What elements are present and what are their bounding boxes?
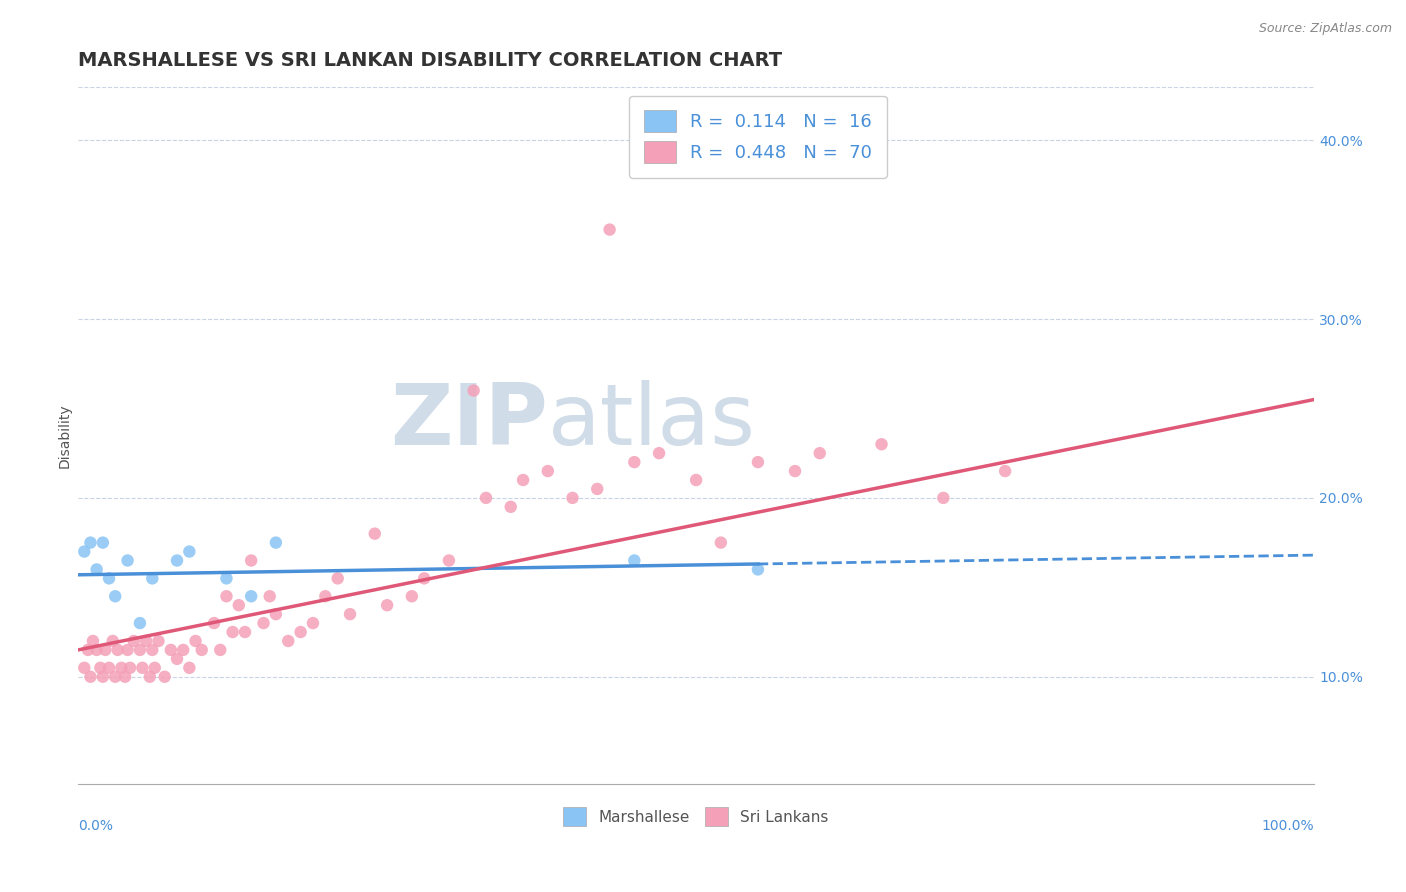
Point bbox=[166, 553, 188, 567]
Text: ZIP: ZIP bbox=[389, 380, 548, 463]
Point bbox=[190, 643, 212, 657]
Point bbox=[101, 634, 124, 648]
Point bbox=[135, 634, 157, 648]
Point bbox=[159, 643, 181, 657]
Point bbox=[302, 616, 325, 631]
Point bbox=[808, 446, 831, 460]
Point bbox=[122, 634, 145, 648]
Point bbox=[110, 661, 132, 675]
Point bbox=[131, 661, 153, 675]
Point bbox=[783, 464, 806, 478]
Point bbox=[710, 535, 733, 549]
Point bbox=[184, 634, 207, 648]
Point bbox=[364, 526, 387, 541]
Y-axis label: Disability: Disability bbox=[58, 403, 72, 467]
Point bbox=[512, 473, 534, 487]
Point bbox=[114, 670, 136, 684]
Point bbox=[73, 661, 96, 675]
Point bbox=[89, 661, 111, 675]
Point bbox=[401, 589, 423, 603]
Point bbox=[166, 652, 188, 666]
Point bbox=[104, 670, 127, 684]
Point bbox=[870, 437, 893, 451]
Point bbox=[143, 661, 166, 675]
Point bbox=[240, 589, 263, 603]
Point bbox=[129, 643, 152, 657]
Point bbox=[264, 535, 287, 549]
Point bbox=[623, 553, 645, 567]
Text: Source: ZipAtlas.com: Source: ZipAtlas.com bbox=[1258, 22, 1392, 36]
Point bbox=[148, 634, 170, 648]
Point bbox=[209, 643, 232, 657]
Point bbox=[117, 553, 139, 567]
Point bbox=[561, 491, 583, 505]
Point bbox=[994, 464, 1017, 478]
Point bbox=[179, 544, 201, 558]
Legend: Marshallese, Sri Lankans: Marshallese, Sri Lankans bbox=[557, 801, 835, 832]
Text: 100.0%: 100.0% bbox=[1261, 819, 1315, 833]
Point bbox=[290, 625, 312, 640]
Point bbox=[202, 616, 225, 631]
Text: MARSHALLESE VS SRI LANKAN DISABILITY CORRELATION CHART: MARSHALLESE VS SRI LANKAN DISABILITY COR… bbox=[79, 51, 782, 70]
Point bbox=[79, 670, 101, 684]
Point bbox=[98, 571, 121, 585]
Point bbox=[252, 616, 274, 631]
Point bbox=[259, 589, 281, 603]
Point bbox=[375, 598, 398, 612]
Point bbox=[264, 607, 287, 622]
Point bbox=[86, 562, 108, 576]
Point bbox=[685, 473, 707, 487]
Point bbox=[747, 562, 769, 576]
Point bbox=[91, 670, 114, 684]
Point bbox=[153, 670, 176, 684]
Point bbox=[475, 491, 498, 505]
Point bbox=[79, 535, 101, 549]
Point bbox=[326, 571, 349, 585]
Point bbox=[117, 643, 139, 657]
Point bbox=[537, 464, 560, 478]
Point bbox=[233, 625, 256, 640]
Point bbox=[586, 482, 609, 496]
Point bbox=[141, 643, 163, 657]
Point bbox=[339, 607, 361, 622]
Point bbox=[94, 643, 117, 657]
Point bbox=[118, 661, 141, 675]
Point bbox=[499, 500, 522, 514]
Point bbox=[413, 571, 436, 585]
Point bbox=[648, 446, 671, 460]
Point bbox=[437, 553, 460, 567]
Point bbox=[172, 643, 194, 657]
Point bbox=[107, 643, 129, 657]
Text: 0.0%: 0.0% bbox=[79, 819, 112, 833]
Point bbox=[73, 544, 96, 558]
Point bbox=[86, 643, 108, 657]
Point bbox=[221, 625, 243, 640]
Point bbox=[240, 553, 263, 567]
Point bbox=[215, 589, 238, 603]
Point bbox=[98, 661, 121, 675]
Point bbox=[215, 571, 238, 585]
Point bbox=[599, 222, 621, 236]
Point bbox=[932, 491, 955, 505]
Point bbox=[463, 384, 485, 398]
Point bbox=[139, 670, 162, 684]
Point bbox=[179, 661, 201, 675]
Point bbox=[228, 598, 250, 612]
Point bbox=[104, 589, 127, 603]
Point bbox=[277, 634, 299, 648]
Point bbox=[82, 634, 104, 648]
Point bbox=[623, 455, 645, 469]
Point bbox=[77, 643, 100, 657]
Point bbox=[747, 455, 769, 469]
Point bbox=[314, 589, 336, 603]
Point bbox=[141, 571, 163, 585]
Point bbox=[129, 616, 152, 631]
Text: atlas: atlas bbox=[548, 380, 756, 463]
Point bbox=[91, 535, 114, 549]
